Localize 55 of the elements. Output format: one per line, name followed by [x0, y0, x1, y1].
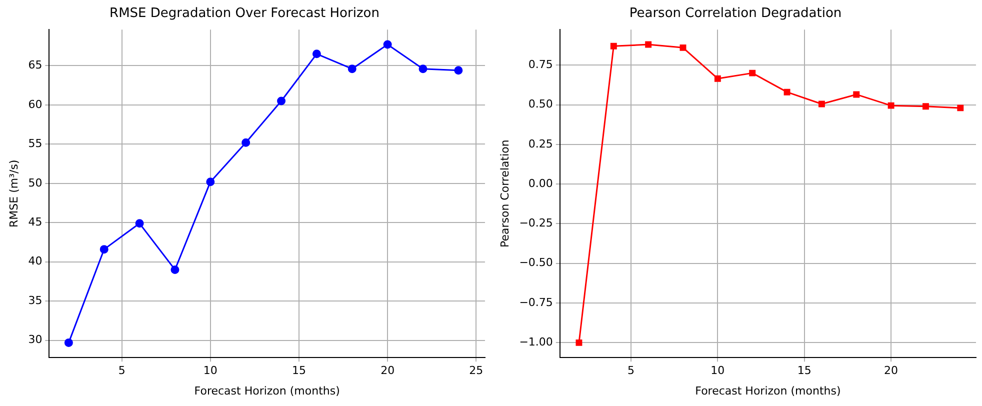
point: [576, 339, 582, 346]
point: [418, 64, 428, 74]
point: [454, 66, 463, 75]
point: [242, 138, 250, 147]
x-axis-title: Forecast Horizon (months): [695, 384, 841, 398]
point: [714, 75, 721, 82]
point: [784, 88, 790, 96]
y-tick-label: 35: [28, 294, 42, 307]
point: [312, 50, 321, 58]
x-tick-label: 15: [797, 364, 812, 378]
x-tick-label: 25: [469, 364, 484, 378]
y-tick-label: −1.00: [519, 336, 553, 349]
point: [170, 265, 180, 274]
point: [610, 42, 617, 50]
point: [888, 102, 894, 109]
y-tick-label: 45: [28, 215, 42, 228]
point: [818, 100, 825, 108]
y-tick-label: 65: [28, 58, 42, 72]
y-tick-label: 50: [28, 176, 42, 190]
y-tick-label: −0.75: [519, 296, 553, 309]
x-tick-label: 5: [627, 364, 634, 378]
point: [957, 104, 964, 112]
y-tick-label: 40: [28, 254, 42, 268]
chart-title: RMSE Degradation Over Forecast Horizon: [110, 6, 380, 22]
x-tick-label: 15: [292, 364, 306, 378]
y-tick-label: 60: [28, 98, 42, 111]
point: [135, 219, 144, 228]
point: [100, 245, 108, 254]
y-tick-label: 30: [28, 333, 42, 346]
point: [749, 70, 756, 76]
x-tick-label: 10: [710, 364, 725, 378]
y-tick-label: 0.25: [528, 137, 553, 150]
point: [853, 91, 860, 98]
y-tick-label: 0.75: [528, 58, 553, 71]
y-tick-label: −0.25: [519, 216, 553, 230]
x-tick-label: 20: [380, 364, 395, 378]
point: [922, 103, 929, 110]
point: [680, 44, 686, 51]
point: [64, 338, 73, 347]
y-axis-title: Pearson Correlation: [498, 140, 512, 248]
point: [645, 41, 652, 48]
y-axis-title: RMSE (m³/s): [7, 160, 20, 228]
point: [206, 178, 215, 186]
y-tick-label: 0.50: [528, 98, 553, 111]
point: [277, 96, 286, 106]
x-tick-label: 10: [203, 364, 218, 378]
y-tick-label: −0.50: [519, 256, 553, 270]
point: [348, 64, 356, 74]
y-tick-label: 55: [28, 137, 42, 150]
point: [383, 40, 392, 49]
y-tick-label: 0.00: [528, 176, 553, 190]
chart-title: Pearson Correlation Degradation: [629, 6, 842, 22]
x-tick-label: 20: [884, 364, 898, 378]
x-axis-title: Forecast Horizon (months): [194, 384, 340, 398]
x-tick-label: 5: [118, 364, 126, 378]
